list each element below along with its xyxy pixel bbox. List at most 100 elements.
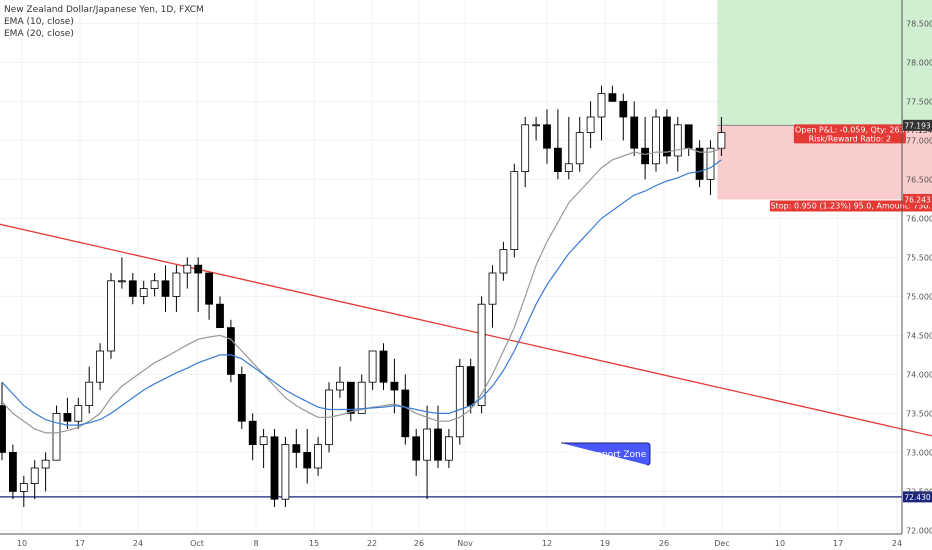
candle-body (270, 436, 279, 500)
candle-body (663, 116, 671, 157)
x-tick-label: 24 (133, 539, 143, 548)
chart-legend: New Zealand Dollar/Japanese Yen, 1D, FXC… (4, 4, 204, 40)
x-tick-label: 12 (542, 539, 552, 548)
candle-body (521, 124, 530, 173)
candle-body (205, 272, 214, 305)
candle-body (684, 124, 693, 149)
candle-body (139, 288, 148, 297)
y-tick-label: 76.000 (906, 214, 932, 223)
x-tick-label: 19 (600, 539, 610, 548)
candle-body (357, 381, 366, 414)
candle-body (19, 483, 28, 492)
price-tag-entry-text: 77.193 (904, 121, 930, 130)
candle-body (455, 366, 464, 438)
y-tick-label: 77.500 (906, 97, 932, 106)
y-tick-label: 76.500 (906, 175, 932, 184)
overlay-labels: Target: 1.897 (2.46%) 189.7, Amount: 149… (561, 119, 932, 503)
candle-body (194, 264, 203, 274)
candle-body (161, 280, 170, 297)
candle-body (695, 147, 704, 180)
candle-body (30, 467, 39, 485)
candle-body (85, 381, 94, 407)
y-tick-label: 74.500 (906, 331, 932, 340)
y-tick-label: 77.000 (906, 136, 932, 145)
legend-ema10: EMA (10, close) (4, 17, 74, 27)
candle-body (652, 116, 660, 165)
candle-body (41, 459, 50, 469)
x-tick-label: 24 (892, 539, 902, 548)
candle-body (717, 132, 726, 149)
annotation-callout (561, 442, 651, 466)
candle-body (107, 280, 115, 352)
stop-label-box (769, 200, 932, 212)
pnl-label-text: Risk/Reward Ratio: 2 (809, 134, 891, 143)
x-tick-label: 8 (253, 539, 258, 548)
candle-body (706, 147, 715, 180)
y-tick-label: 74.000 (906, 370, 932, 379)
candle-body (314, 444, 323, 469)
candle-body (608, 93, 617, 102)
candle-body (248, 420, 257, 446)
x-tick-label: 22 (367, 539, 377, 548)
stop-label-text: Stop: 0.950 (1.23%) 95.0, Amount: 750.15 (771, 201, 932, 210)
candle-body (499, 249, 508, 274)
candle-body (292, 444, 301, 453)
y-tick-label: 72.000 (906, 526, 932, 535)
candle-body (423, 428, 432, 461)
candle-body (237, 373, 246, 422)
x-tick-label: 17 (833, 539, 843, 548)
price-tag-stop-box (903, 193, 932, 205)
position-tool[interactable] (717, 0, 932, 200)
chart-title: New Zealand Dollar/Japanese Yen, 1D, FXC… (4, 5, 204, 15)
candle-body (216, 303, 224, 329)
candle-body (586, 116, 595, 134)
y-tick-label: 73.500 (906, 409, 932, 418)
candle-body (630, 116, 639, 149)
price-tag-stop-text: 76.243 (904, 195, 930, 204)
x-tick-label: 10 (17, 539, 27, 548)
candle-body (554, 147, 562, 172)
pnl-label-box (793, 124, 906, 144)
candle-body (150, 280, 159, 289)
y-tick-label: 75.000 (906, 292, 932, 301)
y-tick-label: 78.500 (906, 19, 932, 28)
candle-body (575, 132, 584, 165)
candle-body (401, 389, 410, 438)
candle-body (444, 436, 453, 461)
ema-lines (1, 147, 722, 434)
resistance-trendline (0, 223, 932, 437)
target-zone (717, 0, 932, 126)
candle-body (118, 280, 126, 283)
candle-body (183, 264, 192, 274)
candle-body (335, 381, 344, 391)
candle-body (673, 124, 682, 157)
candle-body (63, 412, 72, 422)
pnl-label-text: Open P&L: -0.059, Qty: 263 (795, 125, 905, 134)
candle-body (74, 405, 83, 422)
candlesticks (0, 85, 726, 507)
candle-body (172, 272, 181, 297)
price-tag-current-text: 77.134 (906, 126, 932, 135)
candle-body (281, 444, 290, 500)
annotation-text: Key Support Zone (566, 450, 647, 460)
x-tick-label: 26 (659, 539, 669, 548)
candle-body (466, 366, 475, 407)
x-tick-label: 10 (775, 539, 785, 548)
candle-body (597, 93, 606, 118)
price-tag-support-box (903, 491, 932, 503)
candle-body (434, 428, 442, 461)
candle-body (303, 451, 312, 469)
candle-body (379, 350, 388, 383)
candle-body (346, 381, 355, 414)
candle-body (226, 327, 235, 375)
candle-body (412, 436, 421, 461)
candle-body (619, 101, 628, 118)
candle-body (510, 171, 519, 251)
candle-body (477, 303, 486, 407)
x-tick-label: Dec (714, 539, 729, 548)
y-tick-label: 73.000 (906, 448, 932, 457)
candle-body (368, 350, 377, 383)
price-tag-entry-box (903, 119, 932, 131)
